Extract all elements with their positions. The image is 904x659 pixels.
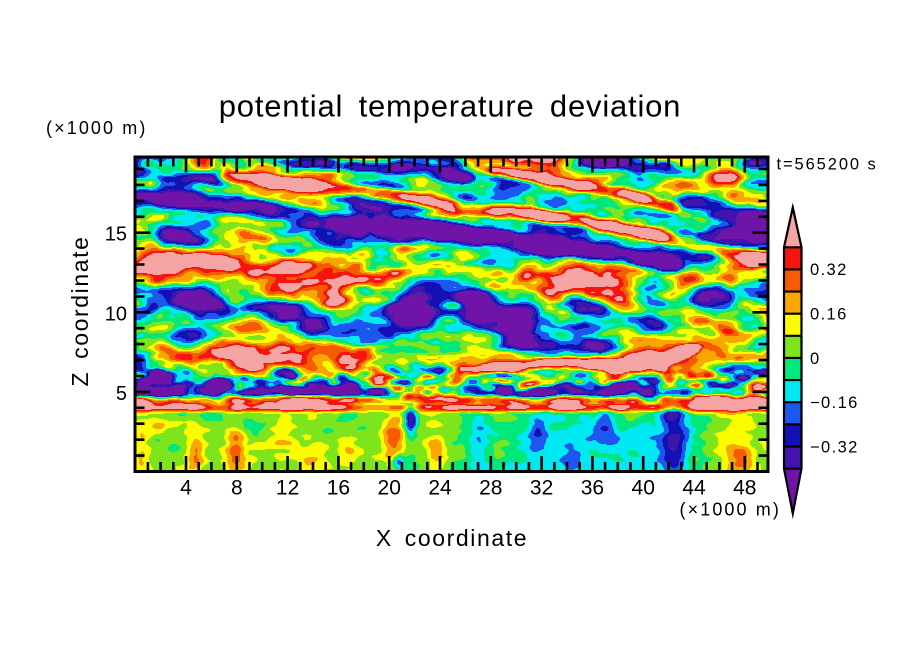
svg-text:0.32: 0.32 (810, 261, 848, 279)
svg-text:(×1000 m): (×1000 m) (46, 118, 147, 138)
svg-text:28: 28 (479, 477, 502, 500)
svg-text:(×1000 m): (×1000 m) (680, 500, 781, 520)
svg-text:−0.32: −0.32 (810, 438, 859, 456)
svg-text:Z coordinate: Z coordinate (67, 235, 93, 386)
svg-text:0.16: 0.16 (810, 306, 848, 324)
svg-text:20: 20 (378, 477, 401, 500)
svg-text:24: 24 (428, 477, 452, 500)
svg-text:5: 5 (116, 383, 127, 405)
svg-text:48: 48 (733, 477, 756, 500)
svg-text:−0.16: −0.16 (810, 394, 859, 412)
svg-text:4: 4 (180, 477, 192, 500)
svg-text:40: 40 (632, 477, 655, 500)
svg-text:15: 15 (105, 224, 127, 246)
svg-text:36: 36 (581, 477, 604, 500)
svg-text:potential temperature deviatio: potential temperature deviation (219, 89, 681, 124)
svg-text:12: 12 (276, 477, 299, 500)
svg-text:X coordinate: X coordinate (376, 525, 528, 551)
svg-text:8: 8 (231, 477, 243, 500)
svg-text:0: 0 (810, 350, 821, 368)
svg-text:10: 10 (105, 303, 127, 325)
svg-text:44: 44 (682, 477, 706, 500)
svg-text:t=565200 s: t=565200 s (777, 156, 878, 174)
svg-text:32: 32 (530, 477, 553, 500)
svg-text:16: 16 (327, 477, 350, 500)
